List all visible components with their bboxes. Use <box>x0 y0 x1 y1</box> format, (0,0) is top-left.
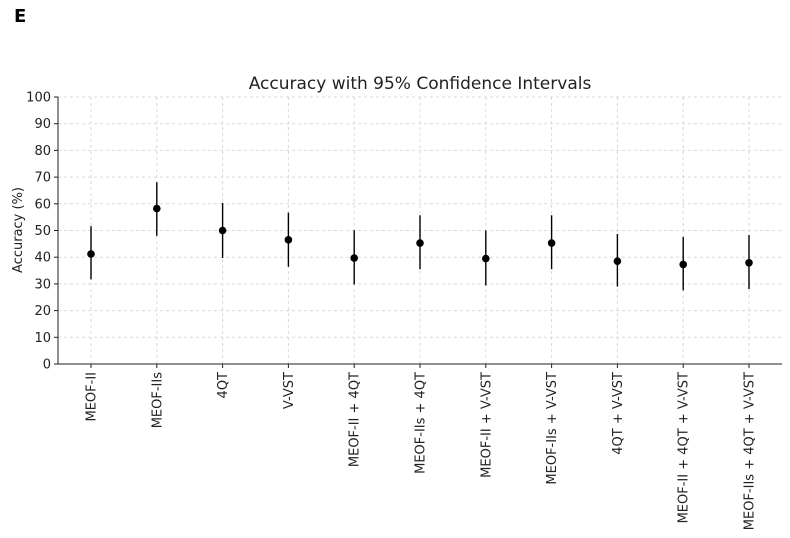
accuracy-point <box>87 250 95 258</box>
accuracy-point <box>482 254 490 263</box>
y-tick-label: 70 <box>34 171 51 186</box>
axes <box>54 96 782 368</box>
x-tick-label: MEOF-II + 4QT + V-VST <box>677 372 692 523</box>
x-tick-label: MEOF-II <box>85 372 100 422</box>
accuracy-point <box>745 259 753 267</box>
tick-labels: 0 10 20 30 40 50 60 70 80 90 100 MEOF-II MEOF-IIs 4QT… <box>26 91 757 531</box>
x-tick-label: V-VST <box>282 372 297 409</box>
accuracy-point <box>153 204 161 213</box>
panel-label: E <box>14 6 27 27</box>
chart-title: Accuracy with 95% Confidence Intervals <box>249 74 592 94</box>
x-tick-label: 4QT <box>216 372 231 399</box>
y-tick-label: 10 <box>34 331 51 346</box>
accuracy-point <box>613 257 622 266</box>
y-tick-label: 0 <box>43 358 51 373</box>
x-tick-label: MEOF-IIs + V-VST <box>545 372 560 485</box>
x-tick-label: MEOF-IIs + 4QT + V-VST <box>743 372 758 530</box>
accuracy-point <box>416 239 424 247</box>
x-tick-label: MEOF-IIs + 4QT <box>414 372 429 474</box>
y-axis-label: Accuracy (%) <box>11 187 26 273</box>
x-tick-label: MEOF-II + 4QT <box>348 372 363 467</box>
data-marks <box>87 182 753 291</box>
x-tick-label: MEOF-II + V-VST <box>479 372 494 478</box>
y-tick-label: 100 <box>26 91 51 106</box>
y-tick-label: 30 <box>34 277 51 292</box>
accuracy-point <box>284 236 293 244</box>
accuracy-point <box>679 260 687 269</box>
accuracy-point <box>350 254 359 262</box>
y-tick-label: 20 <box>34 304 51 319</box>
y-tick-label: 80 <box>34 144 51 159</box>
y-tick-label: 40 <box>34 251 51 266</box>
y-tick-label: 60 <box>34 197 51 212</box>
y-tick-label: 50 <box>34 224 51 239</box>
x-tick-label: MEOF-IIs <box>150 372 165 428</box>
y-tick-label: 90 <box>34 117 51 132</box>
accuracy-point <box>218 226 227 235</box>
accuracy-point <box>547 239 556 247</box>
x-tick-label: 4QT + V-VST <box>611 372 626 455</box>
